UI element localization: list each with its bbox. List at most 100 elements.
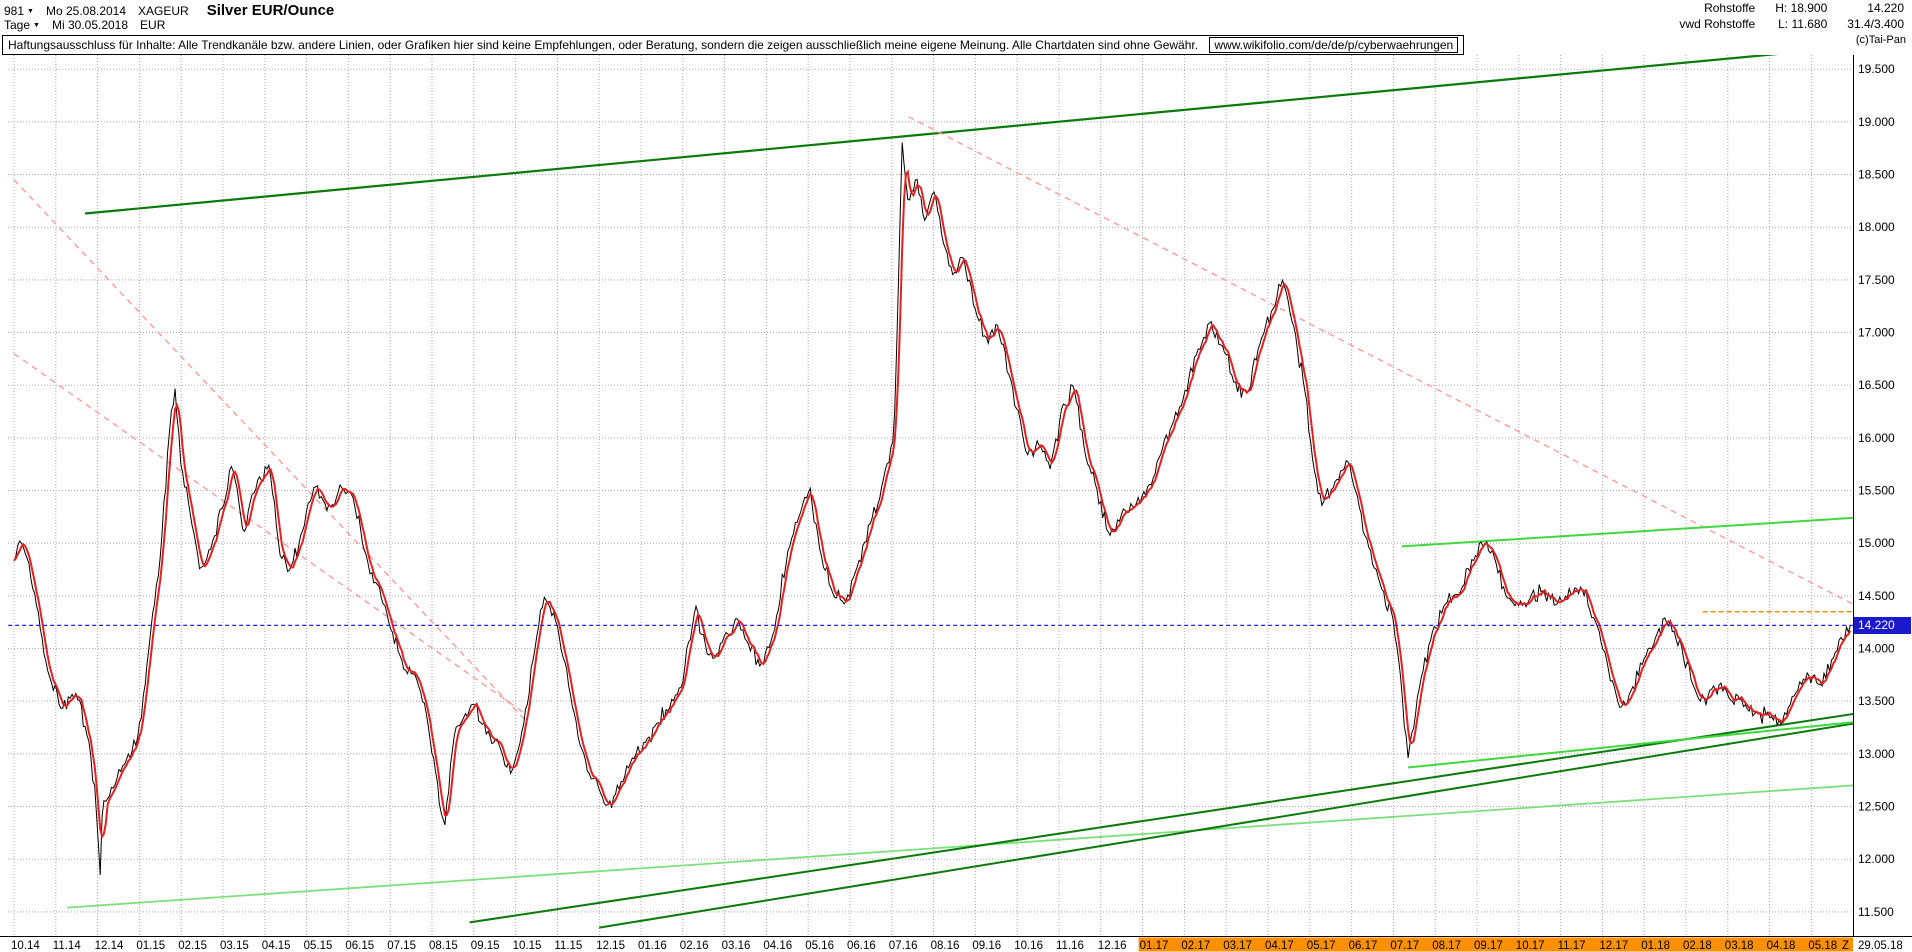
x-axis-label: 04.18 [1767, 940, 1796, 952]
bars-count-value: 981 [4, 4, 25, 18]
group-label: Rohstoffe [1704, 1, 1756, 15]
trendline-downtrend-2016[interactable] [908, 115, 1854, 605]
quote-info-panel: Rohstoffe H: 18.900 14.220 vwd Rohstoffe… [1679, 1, 1904, 31]
x-axis-label: 03.16 [722, 940, 751, 952]
x-axis-label: 05.15 [304, 940, 333, 952]
x-axis-label: 03.15 [220, 940, 249, 952]
x-axis-label: 02.16 [680, 940, 709, 952]
x-axis-label: 08.15 [429, 940, 458, 952]
x-axis-label: 11.15 [554, 940, 582, 952]
x-axis-lastdate-label: 29.05.18 [1858, 940, 1903, 952]
x-axis-label: 11.14 [53, 940, 82, 952]
x-axis-label: 07.16 [889, 940, 918, 952]
x-axis-label: 10.16 [1014, 940, 1043, 952]
x-axis-label: 04.15 [262, 940, 291, 952]
y-axis-label: 16.000 [1858, 431, 1895, 445]
y-axis-label: 15.000 [1858, 536, 1895, 550]
disclaimer-bar: Haftungsausschluss für Inhalte: Alle Tre… [2, 35, 1465, 55]
x-axis-label: 04.17 [1265, 940, 1294, 952]
low-label: L: 11.680 [1778, 17, 1828, 31]
x-axis-label: 07.15 [387, 940, 416, 952]
currency-label: EUR [140, 18, 166, 32]
high-label: H: 18.900 [1775, 1, 1828, 15]
x-axis-label: 06.16 [847, 940, 876, 952]
chevron-down-icon: ▼ [33, 21, 40, 29]
trendline-downtrend-2015[interactable] [13, 352, 525, 714]
x-axis-label: 03.18 [1725, 940, 1754, 952]
trendline-channel-top[interactable] [84, 46, 1862, 215]
y-axis-label: 19.500 [1858, 62, 1895, 76]
y-axis-label: 11.500 [1858, 905, 1894, 919]
x-axis-label: 10.17 [1516, 940, 1545, 952]
x-axis-label: 11.16 [1056, 940, 1084, 952]
period-dropdown[interactable]: Tage ▼ [4, 18, 40, 32]
start-date-field[interactable]: Mo 25.08.2014 [45, 4, 127, 18]
x-axis-label: 01.17 [1140, 940, 1169, 952]
disclaimer-box: Haftungsausschluss für Inhalte: Alle Tre… [2, 35, 1465, 55]
trendline-support-long-light[interactable] [67, 784, 1853, 909]
trendlines [13, 46, 1862, 929]
toolbar: 981 ▼ Mo 25.08.2014 XAGEUR Silver EUR/Ou… [0, 0, 1912, 34]
x-axis-label: 10.15 [513, 940, 542, 952]
y-axis-label: 13.500 [1858, 694, 1895, 708]
price-line [13, 142, 1851, 876]
x-axis-highlight [1138, 937, 1853, 952]
feed-label: vwd Rohstoffe [1679, 17, 1756, 31]
x-axis-label: 09.16 [972, 940, 1001, 952]
symbol-label: XAGEUR [138, 4, 189, 18]
y-axis-label: 16.500 [1858, 378, 1895, 392]
x-axis-label: 08.16 [931, 940, 960, 952]
x-axis-label: 02.17 [1181, 940, 1210, 952]
x-axis-label: 05.16 [805, 940, 834, 952]
trendline-resistance-15-light[interactable] [1401, 516, 1853, 548]
x-axis-label: 12.14 [95, 940, 124, 952]
trendline-uptrend-dark-2[interactable] [599, 722, 1861, 929]
y-axis-label: 14.000 [1858, 642, 1895, 656]
y-axis-label: 18.000 [1858, 220, 1895, 234]
y-axis-label: 17.500 [1858, 273, 1895, 287]
x-axis-label: 10.14 [11, 940, 40, 952]
grid [8, 55, 1853, 935]
y-axis-label: 12.500 [1858, 800, 1895, 814]
y-axis-label: 18.500 [1858, 168, 1895, 182]
trendline-uptrend-dark-1[interactable] [469, 713, 1862, 924]
x-axis-zoom-label: Z [1842, 940, 1849, 952]
trendline-downtrend-2014[interactable] [13, 179, 529, 724]
x-axis-label: 11.17 [1558, 940, 1586, 952]
y-axis-label: 13.000 [1858, 747, 1895, 761]
x-axis-label: 04.16 [763, 940, 792, 952]
chart-title: Silver EUR/Ounce [206, 2, 335, 19]
y-axis-label: 12.000 [1858, 852, 1895, 866]
wikifolio-link[interactable]: www.wikifolio.com/de/de/p/cyberwaehrunge… [1209, 37, 1459, 53]
end-date-field[interactable]: Mi 30.05.2018 [51, 18, 129, 32]
disclaimer-text: Haftungsausschluss für Inhalte: Alle Tre… [8, 38, 1199, 52]
period-value: Tage [4, 18, 31, 32]
x-axis-label: 01.18 [1641, 940, 1670, 952]
x-axis-label: 09.15 [471, 940, 500, 952]
chevron-down-icon: ▼ [27, 7, 34, 15]
x-axis-label: 06.17 [1349, 940, 1378, 952]
x-axis-label: 02.15 [178, 940, 207, 952]
bars-count-dropdown[interactable]: 981 ▼ [4, 4, 34, 18]
x-axis-label: 05.17 [1307, 940, 1336, 952]
trendline-support-2018-light[interactable] [1407, 721, 1853, 769]
last-price-tag: 14.220 [1854, 617, 1911, 635]
x-axis-label: 07.17 [1390, 940, 1419, 952]
x-axis-label: 09.17 [1474, 940, 1503, 952]
x-axis-label: 12.15 [596, 940, 625, 952]
y-axis-label: 14.500 [1858, 589, 1895, 603]
x-axis-label: 01.16 [638, 940, 667, 952]
x-axis-label: 12.16 [1098, 940, 1127, 952]
x-axis-label: 01.15 [136, 940, 165, 952]
copyright-label: (c)Tai-Pan [1855, 34, 1906, 46]
x-axis-label: 12.17 [1599, 940, 1628, 952]
y-axis-label: 15.500 [1858, 484, 1895, 498]
x-axis-label: 06.15 [345, 940, 374, 952]
change-label: 31.4/3.400 [1847, 17, 1904, 31]
x-axis-label: 02.18 [1683, 940, 1712, 952]
y-axis-label: 19.000 [1858, 115, 1895, 129]
signal-line [13, 169, 1852, 840]
x-axis-label: 08.17 [1432, 940, 1461, 952]
